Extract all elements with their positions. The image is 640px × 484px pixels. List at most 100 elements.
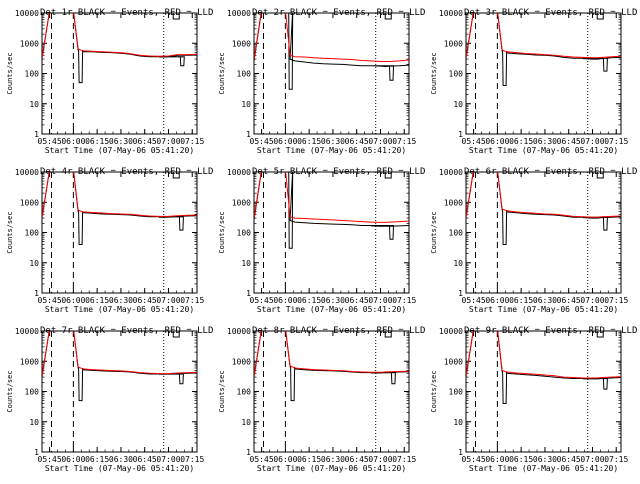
panel-det-6r: Det 6r BLACK = Events, RED = LLD 1 10 100 10… — [430, 167, 637, 314]
x-tick-label: 06:00 — [485, 137, 509, 146]
top-bracket-marker — [596, 172, 604, 179]
x-tick-label: 07:15 — [392, 455, 416, 464]
x-tick-label: 06:15 — [297, 455, 321, 464]
y-tick-label: 10000 — [227, 327, 251, 336]
series-line-lld — [254, 172, 409, 223]
x-tick-label: 07:15 — [604, 455, 628, 464]
x-tick-label: 07:00 — [156, 137, 180, 146]
x-axis-title: Start Time (07-May-06 05:41:20) — [469, 146, 618, 155]
plot-frame — [253, 171, 410, 294]
x-tick-label: 06:15 — [297, 137, 321, 146]
panel-title: Det 7r BLACK = Events, RED = LLD — [40, 326, 213, 336]
series-line-lld — [42, 172, 197, 218]
y-tick-label: 10000 — [15, 327, 39, 336]
y-tick-label: 1000 — [20, 39, 39, 48]
plot-frame — [465, 330, 622, 453]
top-bracket-marker — [596, 331, 604, 338]
plot-lines — [42, 331, 197, 402]
y-axis-title: Counts/sec — [430, 370, 438, 412]
panel-title: Det 9r BLACK = Events, RED = LLD — [464, 326, 637, 336]
y-tick-label: 1 — [246, 289, 251, 298]
y-tick-label: 1000 — [444, 198, 463, 207]
x-tick-label: 06:45 — [557, 296, 581, 305]
x-axis-title: Start Time (07-May-06 05:41:20) — [469, 305, 618, 314]
y-tick-label: 10000 — [439, 168, 463, 177]
y-axis-title: Counts/sec — [6, 52, 14, 94]
y-tick-label: 100 — [449, 388, 464, 397]
y-tick-label: 1000 — [20, 357, 39, 366]
panel-det-2r: Det 2r BLACK = Events, RED = LLD 1 10 100 10… — [218, 8, 425, 155]
x-tick-label: 05:45 — [38, 455, 62, 464]
y-tick-label: 1000 — [232, 198, 251, 207]
y-axis-title: Counts/sec — [6, 211, 14, 253]
x-tick-label: 05:45 — [250, 455, 274, 464]
x-tick-label: 06:15 — [297, 296, 321, 305]
x-axis-title: Start Time (07-May-06 05:41:20) — [257, 146, 406, 155]
panel-det-5r: Det 5r BLACK = Events, RED = LLD 1 10 100 10… — [218, 167, 425, 314]
x-tick-label: 06:30 — [321, 455, 345, 464]
y-tick-label: 10000 — [227, 168, 251, 177]
x-tick-label: 07:00 — [368, 455, 392, 464]
series-line-events — [254, 172, 409, 249]
series-line-lld — [254, 13, 409, 62]
series-line-lld — [466, 13, 621, 59]
y-tick-label: 10 — [241, 418, 251, 427]
y-tick-label: 100 — [25, 70, 40, 79]
x-tick-label: 06:15 — [509, 455, 533, 464]
y-tick-label: 1 — [34, 448, 39, 457]
y-tick-label: 1000 — [232, 39, 251, 48]
x-tick-label: 06:30 — [321, 137, 345, 146]
x-tick-label: 05:45 — [38, 137, 62, 146]
x-tick-label: 06:45 — [133, 137, 157, 146]
x-tick-label: 06:30 — [109, 455, 133, 464]
y-tick-label: 10000 — [439, 9, 463, 18]
plot-frame — [41, 171, 198, 294]
x-tick-label: 06:15 — [509, 137, 533, 146]
y-tick-label: 10000 — [439, 327, 463, 336]
x-tick-label: 06:30 — [533, 455, 557, 464]
y-axis-title: Counts/sec — [218, 211, 226, 253]
x-axis-title: Start Time (07-May-06 05:41:20) — [45, 464, 194, 473]
x-tick-label: 06:30 — [533, 296, 557, 305]
series-line-lld — [466, 331, 621, 379]
y-tick-label: 1000 — [444, 39, 463, 48]
y-tick-label: 1000 — [232, 357, 251, 366]
x-tick-label: 06:15 — [85, 137, 109, 146]
y-tick-label: 1 — [34, 289, 39, 298]
x-tick-label: 06:30 — [109, 296, 133, 305]
x-tick-label: 07:00 — [580, 137, 604, 146]
y-tick-label: 10 — [241, 100, 251, 109]
panel-title: Det 2r BLACK = Events, RED = LLD — [252, 8, 425, 18]
plot-lines — [254, 172, 409, 249]
y-tick-label: 10 — [453, 259, 463, 268]
y-axis-title: Counts/sec — [430, 211, 438, 253]
x-tick-label: 06:00 — [485, 296, 509, 305]
x-tick-label: 06:45 — [557, 455, 581, 464]
panel-title: Det 6r BLACK = Events, RED = LLD — [464, 167, 637, 177]
x-tick-label: 06:45 — [133, 455, 157, 464]
y-tick-label: 100 — [237, 70, 252, 79]
y-tick-label: 10 — [29, 259, 39, 268]
x-tick-label: 06:00 — [273, 296, 297, 305]
y-tick-label: 100 — [237, 229, 252, 238]
panel-title: Det 4r BLACK = Events, RED = LLD — [40, 167, 213, 177]
panel-det-7r: Det 7r BLACK = Events, RED = LLD 1 10 100 10… — [6, 326, 213, 473]
x-tick-label: 06:00 — [485, 455, 509, 464]
y-tick-label: 100 — [449, 229, 464, 238]
x-tick-label: 06:00 — [61, 296, 85, 305]
x-tick-label: 07:00 — [580, 296, 604, 305]
x-tick-label: 06:00 — [61, 137, 85, 146]
x-tick-label: 06:00 — [273, 455, 297, 464]
y-axis-title: Counts/sec — [6, 370, 14, 412]
y-tick-label: 1 — [246, 448, 251, 457]
plot-lines — [466, 172, 621, 245]
y-tick-label: 1 — [34, 130, 39, 139]
x-tick-label: 05:45 — [38, 296, 62, 305]
y-tick-label: 1000 — [20, 198, 39, 207]
panel-title: Det 8r BLACK = Events, RED = LLD — [252, 326, 425, 336]
top-bracket-marker — [596, 13, 604, 20]
x-axis-title: Start Time (07-May-06 05:41:20) — [469, 464, 618, 473]
y-axis-title: Counts/sec — [218, 52, 226, 94]
